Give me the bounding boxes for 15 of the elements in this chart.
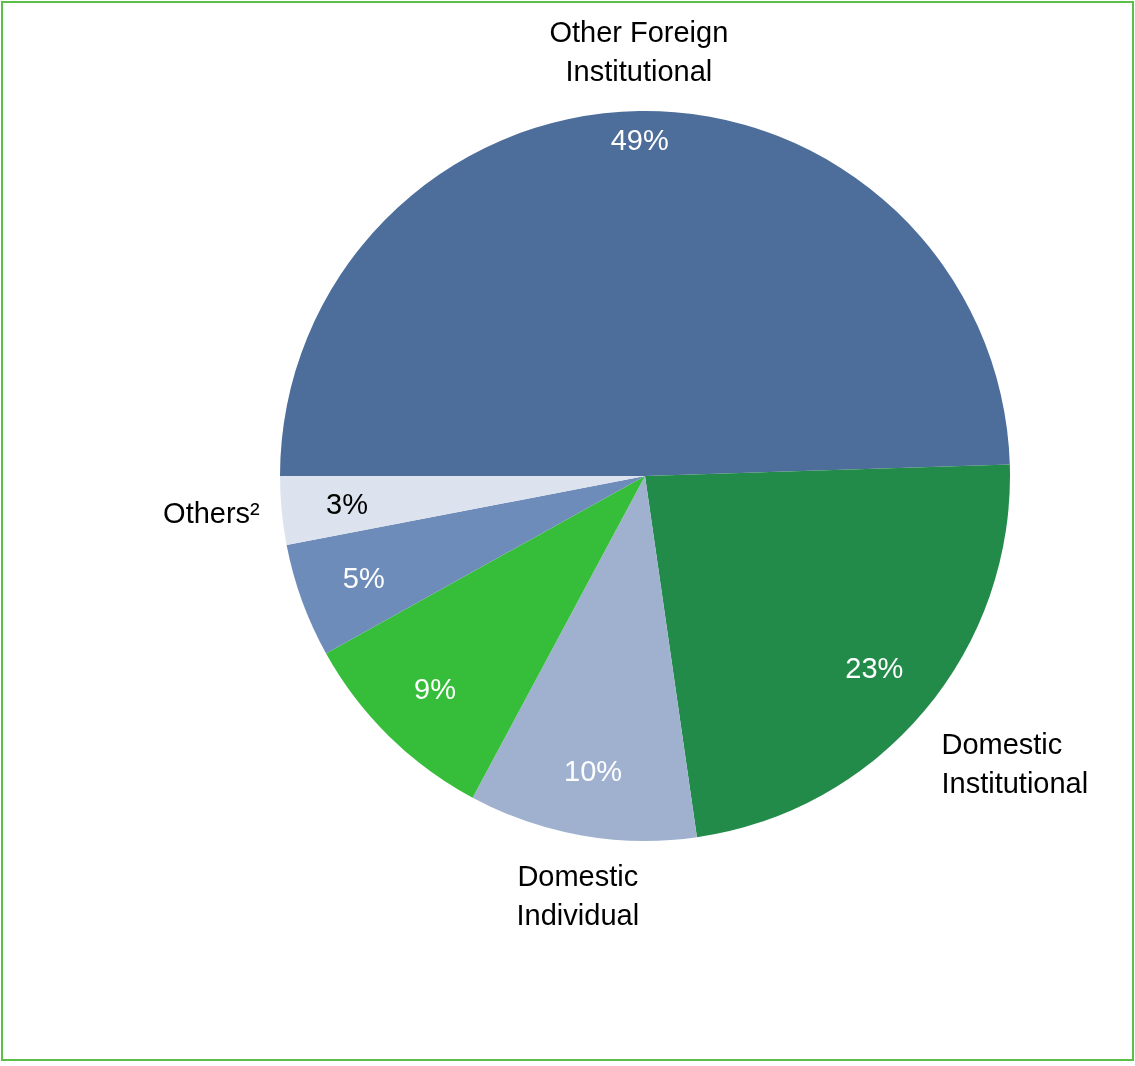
data-label: 49% <box>610 124 669 157</box>
data-label: 5% <box>342 562 385 595</box>
data-label: 3% <box>326 488 369 521</box>
data-label: 9% <box>414 673 457 706</box>
slice-label: Other Foreign Institutional <box>549 15 729 88</box>
data-label: 10% <box>564 754 623 787</box>
pie-slice <box>286 476 645 654</box>
pie-slice <box>472 476 697 841</box>
pie-slice <box>280 111 1010 476</box>
slice-label: Others² <box>163 496 261 529</box>
data-label: 23% <box>845 652 904 685</box>
pie-slice <box>326 476 645 798</box>
slice-label: Domestic Individual <box>516 860 640 932</box>
pie-slice <box>280 476 645 546</box>
slice-label: Domestic Institutional <box>941 727 1089 799</box>
